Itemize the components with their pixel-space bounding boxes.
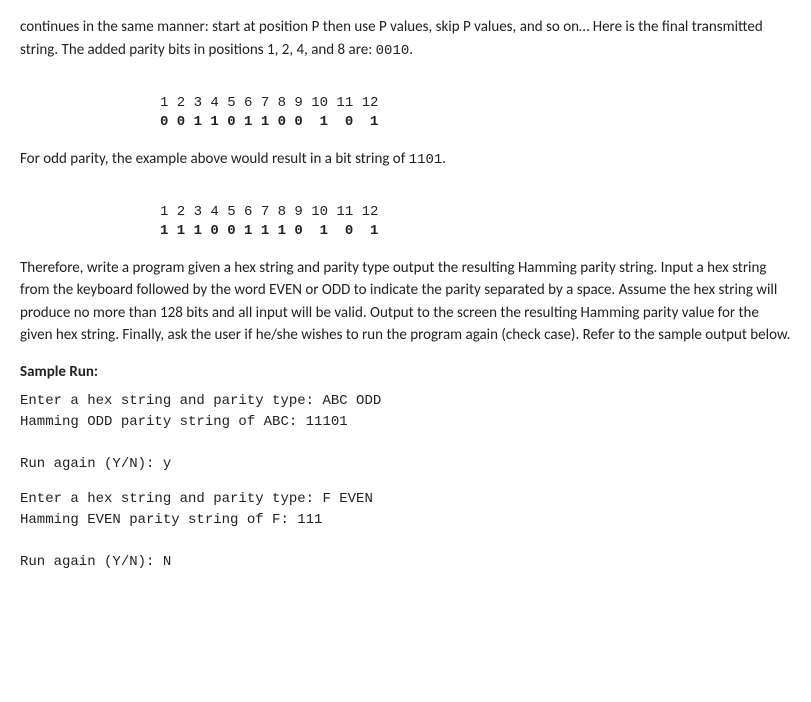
sample2-line2: Hamming EVEN parity string of F: 111 [20,512,322,528]
bit-table-2: 1 2 3 4 5 6 7 8 9 10 11 12 1 1 1 0 0 1 1… [20,184,791,241]
table1-header: 1 2 3 4 5 6 7 8 9 10 11 12 [160,95,378,111]
sample-run-1: Enter a hex string and parity type: ABC … [20,391,791,475]
sample1-line1: Enter a hex string and parity type: ABC … [20,393,381,409]
para2-code: 1101 [409,152,443,168]
sample-run-label: Sample Run: [20,361,791,384]
sample1-line3: Run again (Y/N): y [20,456,171,472]
bit-table-1: 1 2 3 4 5 6 7 8 9 10 11 12 0 0 1 1 0 1 1… [20,75,791,132]
paragraph-3: Therefore, write a program given a hex s… [20,257,791,347]
paragraph-1: continues in the same manner: start at p… [20,16,791,61]
sample1-line2: Hamming ODD parity string of ABC: 11101 [20,414,348,430]
para2-text: For odd parity, the example above would … [20,150,409,168]
sample-run-2: Enter a hex string and parity type: F EV… [20,489,791,573]
table2-header: 1 2 3 4 5 6 7 8 9 10 11 12 [160,204,378,220]
table2-values: 1 1 1 0 0 1 1 1 0 1 0 1 [160,223,378,239]
table1-values: 0 0 1 1 0 1 1 0 0 1 0 1 [160,114,378,130]
para1-end: . [409,41,413,59]
paragraph-2: For odd parity, the example above would … [20,148,791,171]
sample2-line3: Run again (Y/N): N [20,554,171,570]
sample2-line1: Enter a hex string and parity type: F EV… [20,491,373,507]
para2-end: . [442,150,446,168]
para1-code: 0010 [376,43,410,59]
